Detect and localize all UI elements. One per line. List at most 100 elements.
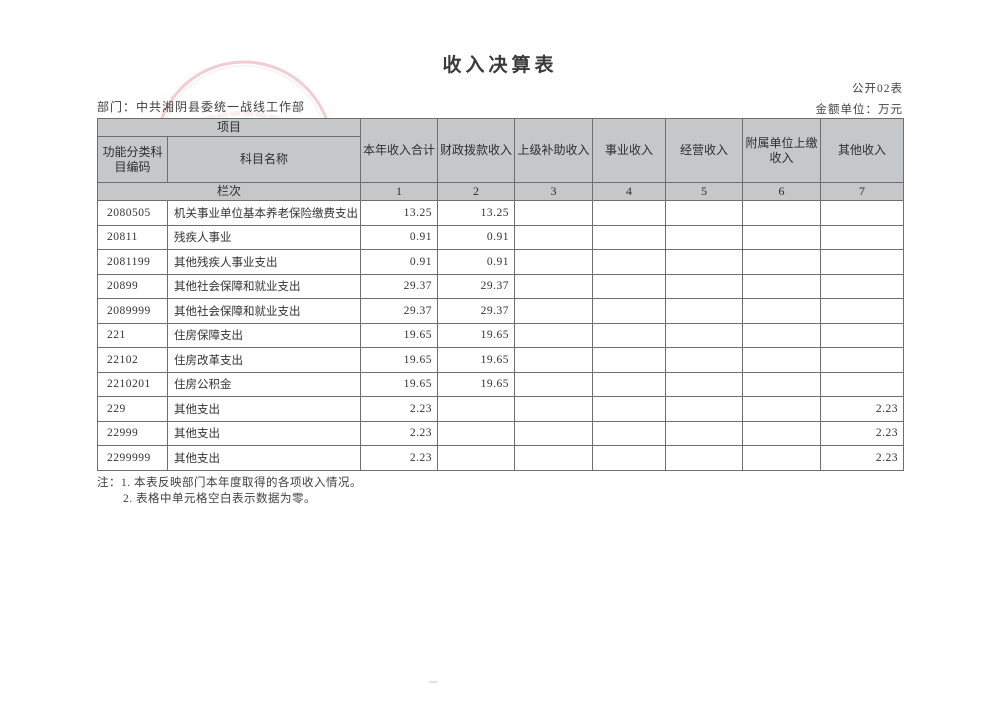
value-cell: 2.23 bbox=[820, 396, 905, 422]
value-cell: 19.65 bbox=[437, 371, 516, 397]
value-cell bbox=[742, 298, 822, 324]
value-cell: 29.37 bbox=[437, 273, 516, 299]
value-cell bbox=[665, 347, 744, 373]
department-label: 部门：中共湘阴县委统一战线工作部 bbox=[97, 100, 306, 114]
value-cell bbox=[592, 273, 667, 299]
value-cell bbox=[665, 420, 744, 446]
value-cell bbox=[514, 273, 594, 299]
value-cell: 0.91 bbox=[360, 249, 439, 275]
subject-name-cell: 其他支出 bbox=[166, 420, 362, 446]
table-row: 22102 住房改革支出 19.65 19.65 bbox=[97, 347, 905, 373]
value-cell bbox=[820, 322, 905, 348]
column-number: 6 bbox=[742, 182, 822, 201]
header-row-column-index: 栏次 1 2 3 4 5 6 7 bbox=[96, 182, 905, 201]
header-row-index-label: 栏次 bbox=[96, 182, 362, 201]
value-cell bbox=[665, 396, 744, 422]
value-cell: 13.25 bbox=[437, 200, 516, 226]
value-cell bbox=[437, 445, 516, 471]
value-cell: 0.91 bbox=[437, 224, 516, 250]
value-cell bbox=[742, 347, 822, 373]
table-row: 2089999 其他社会保障和就业支出 29.37 29.37 bbox=[97, 298, 905, 324]
value-cell: 13.25 bbox=[360, 200, 439, 226]
value-cell bbox=[592, 371, 667, 397]
value-cell bbox=[592, 322, 667, 348]
form-code-label: 公开02表 bbox=[852, 83, 903, 95]
value-cell bbox=[665, 298, 744, 324]
value-cell: 29.37 bbox=[437, 298, 516, 324]
value-cell: 0.91 bbox=[360, 224, 439, 250]
header-row-subcolumns: 功能分类科目编码 科目名称 bbox=[97, 136, 904, 183]
value-cell bbox=[820, 249, 905, 275]
value-cell bbox=[437, 396, 516, 422]
column-number: 3 bbox=[514, 182, 594, 201]
scan-artifact-mark bbox=[429, 681, 437, 683]
value-cell: 2.23 bbox=[360, 396, 439, 422]
table-row: 221 住房保障支出 19.65 19.65 bbox=[97, 322, 905, 348]
value-cell bbox=[592, 347, 667, 373]
table-row: 22999 其他支出 2.23 2.23 bbox=[97, 420, 905, 446]
function-code-cell: 221 bbox=[97, 322, 168, 348]
table-row: 2081199 其他残疾人事业支出 0.91 0.91 bbox=[97, 249, 905, 275]
value-cell bbox=[742, 273, 822, 299]
value-cell: 29.37 bbox=[360, 273, 439, 299]
value-cell bbox=[592, 445, 667, 471]
value-cell bbox=[665, 273, 744, 299]
value-cell bbox=[665, 445, 744, 471]
table-row: 2080505 机关事业单位基本养老保险缴费支出 13.25 13.25 bbox=[97, 200, 905, 226]
value-cell bbox=[665, 371, 744, 397]
subject-name-cell: 其他支出 bbox=[166, 396, 362, 422]
value-cell bbox=[514, 396, 594, 422]
value-cell: 2.23 bbox=[820, 445, 905, 471]
header-col-other-income: 其他收入 bbox=[820, 118, 905, 183]
value-cell bbox=[742, 445, 822, 471]
value-cell bbox=[514, 322, 594, 348]
column-number: 4 bbox=[592, 182, 667, 201]
function-code-cell: 20811 bbox=[97, 224, 168, 250]
value-cell: 29.37 bbox=[360, 298, 439, 324]
value-cell: 19.65 bbox=[360, 347, 439, 373]
footnotes: 注：1. 本表反映部门本年度取得的各项收入情况。 2. 表格中单元格空白表示数据… bbox=[97, 475, 362, 507]
value-cell bbox=[514, 445, 594, 471]
function-code-cell: 2089999 bbox=[97, 298, 168, 324]
header-project: 项目 bbox=[96, 118, 362, 137]
value-cell bbox=[820, 298, 905, 324]
value-cell bbox=[592, 396, 667, 422]
value-cell bbox=[665, 249, 744, 275]
subject-name-cell: 住房改革支出 bbox=[166, 347, 362, 373]
value-cell bbox=[665, 200, 744, 226]
header-col-fiscal-appropriation: 财政拨款收入 bbox=[437, 118, 516, 183]
value-cell: 19.65 bbox=[437, 347, 516, 373]
value-cell: 2.23 bbox=[360, 420, 439, 446]
function-code-cell: 22102 bbox=[97, 347, 168, 373]
function-code-cell: 2081199 bbox=[97, 249, 168, 275]
amount-unit-label: 金额单位：万元 bbox=[815, 104, 903, 116]
value-cell bbox=[742, 371, 822, 397]
table-row: 20811 残疾人事业 0.91 0.91 bbox=[97, 224, 905, 250]
value-cell bbox=[592, 249, 667, 275]
value-cell bbox=[742, 224, 822, 250]
value-cell: 19.65 bbox=[437, 322, 516, 348]
subject-name-cell: 其他残疾人事业支出 bbox=[166, 249, 362, 275]
value-cell bbox=[592, 420, 667, 446]
table-row: 2210201 住房公积金 19.65 19.65 bbox=[97, 371, 905, 397]
subject-name-cell: 其他社会保障和就业支出 bbox=[166, 273, 362, 299]
value-cell bbox=[514, 200, 594, 226]
header-subject-name: 科目名称 bbox=[166, 136, 362, 183]
value-cell bbox=[514, 420, 594, 446]
function-code-cell: 2210201 bbox=[97, 371, 168, 397]
value-cell: 19.65 bbox=[360, 322, 439, 348]
value-cell bbox=[742, 200, 822, 226]
value-cell bbox=[820, 347, 905, 373]
header-col-business-income: 事业收入 bbox=[592, 118, 667, 183]
table-body: 2080505 机关事业单位基本养老保险缴费支出 13.25 13.25 20811 残疾… bbox=[97, 200, 905, 471]
note-line: 2. 表格中单元格空白表示数据为零。 bbox=[123, 493, 316, 505]
column-number: 2 bbox=[437, 182, 516, 201]
value-cell bbox=[592, 298, 667, 324]
table-row: 2299999 其他支出 2.23 2.23 bbox=[97, 445, 905, 471]
subject-name-cell: 机关事业单位基本养老保险缴费支出 bbox=[166, 200, 362, 226]
value-cell bbox=[437, 420, 516, 446]
function-code-cell: 2080505 bbox=[97, 200, 168, 226]
value-cell bbox=[742, 249, 822, 275]
function-code-cell: 22999 bbox=[97, 420, 168, 446]
value-cell bbox=[592, 200, 667, 226]
